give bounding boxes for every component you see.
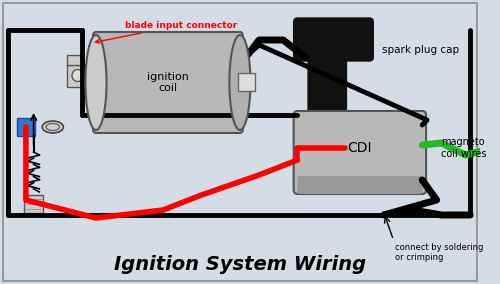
- Text: Ignition System Wiring: Ignition System Wiring: [114, 256, 366, 275]
- FancyBboxPatch shape: [298, 176, 422, 194]
- Bar: [67, 64, 88, 87]
- Ellipse shape: [72, 70, 84, 82]
- Ellipse shape: [42, 121, 64, 133]
- Text: blade input connector: blade input connector: [96, 20, 237, 43]
- FancyBboxPatch shape: [93, 32, 243, 133]
- FancyBboxPatch shape: [308, 43, 346, 126]
- Text: magneto
coil wires: magneto coil wires: [442, 137, 487, 159]
- Bar: [24, 195, 43, 213]
- Bar: [238, 72, 256, 91]
- Ellipse shape: [86, 35, 106, 130]
- FancyBboxPatch shape: [294, 111, 426, 194]
- FancyBboxPatch shape: [294, 18, 374, 61]
- Text: connect by soldering
or crimping: connect by soldering or crimping: [396, 243, 484, 262]
- Ellipse shape: [230, 35, 250, 130]
- Text: spark plug cap: spark plug cap: [382, 45, 459, 55]
- Bar: [67, 55, 82, 64]
- Text: CDI: CDI: [348, 141, 372, 154]
- Bar: [18, 118, 34, 136]
- Text: ignition
coil: ignition coil: [147, 72, 189, 93]
